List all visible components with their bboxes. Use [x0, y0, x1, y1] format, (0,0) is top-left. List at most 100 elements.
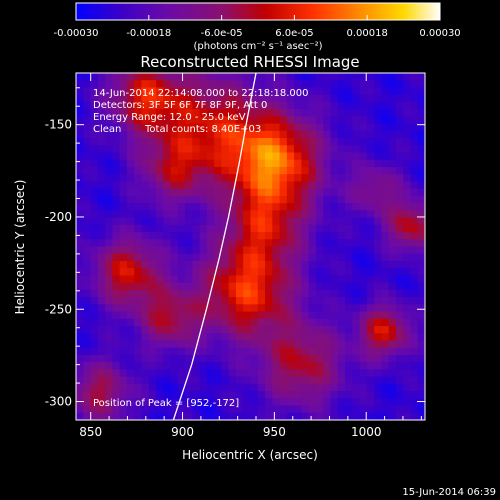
heatmap-pixel	[90, 188, 99, 197]
heatmap-pixel	[366, 80, 375, 89]
heatmap-pixel	[170, 116, 179, 125]
heatmap-pixel	[155, 203, 164, 211]
heatmap-pixel	[90, 203, 99, 211]
heatmap-pixel	[388, 94, 397, 103]
heatmap-pixel	[76, 174, 84, 183]
heatmap-pixel	[228, 195, 237, 204]
heatmap-pixel	[330, 217, 339, 226]
colorbar-tick-label: 0.00030	[419, 28, 460, 39]
heatmap-pixel	[403, 282, 412, 291]
heatmap-pixel	[315, 145, 324, 154]
heatmap-pixel	[279, 297, 288, 305]
heatmap-pixel	[141, 391, 150, 399]
heatmap-pixel	[134, 412, 143, 420]
heatmap-pixel	[221, 260, 230, 269]
heatmap-pixel	[301, 246, 310, 255]
heatmap-pixel	[76, 123, 84, 132]
heatmap-pixel	[265, 340, 273, 349]
heatmap-pixel	[134, 391, 143, 399]
heatmap-pixel	[395, 405, 404, 414]
heatmap-pixel	[163, 354, 172, 363]
x-tick-label: 900	[171, 425, 194, 439]
heatmap-pixel	[83, 289, 92, 298]
heatmap-pixel	[185, 159, 193, 168]
heatmap-pixel	[235, 333, 244, 342]
heatmap-pixel	[403, 73, 412, 81]
heatmap-pixel	[177, 297, 186, 305]
heatmap-pixel	[330, 159, 339, 168]
heatmap-pixel	[126, 398, 135, 407]
heatmap-pixel	[381, 246, 390, 255]
heatmap-pixel	[235, 383, 244, 392]
heatmap-pixel	[90, 391, 99, 399]
heatmap-pixel	[279, 232, 288, 240]
heatmap-pixel	[308, 109, 317, 117]
heatmap-pixel	[126, 210, 135, 219]
heatmap-pixel	[337, 347, 346, 356]
heatmap-pixel	[294, 116, 302, 125]
heatmap-pixel	[352, 159, 361, 168]
heatmap-pixel	[301, 383, 310, 392]
heatmap-pixel	[345, 282, 353, 291]
heatmap-pixel	[119, 318, 128, 327]
heatmap-pixel	[105, 304, 113, 313]
heatmap-pixel	[286, 145, 295, 154]
heatmap-pixel	[250, 304, 259, 313]
heatmap-pixel	[359, 376, 368, 385]
heatmap-pixel	[206, 87, 215, 96]
heatmap-pixel	[177, 109, 186, 117]
heatmap-pixel	[126, 109, 135, 117]
heatmap-pixel	[337, 232, 346, 240]
heatmap-pixel	[199, 275, 208, 284]
heatmap-pixel	[366, 145, 375, 154]
heatmap-pixel	[192, 311, 201, 320]
heatmap-pixel	[97, 87, 106, 96]
heatmap-pixel	[221, 159, 230, 168]
heatmap-pixel	[83, 138, 92, 146]
heatmap-pixel	[126, 181, 135, 190]
heatmap-pixel	[177, 166, 186, 175]
heatmap-pixel	[90, 87, 99, 96]
heatmap-pixel	[170, 318, 179, 327]
heatmap-pixel	[90, 246, 99, 255]
heatmap-pixel	[90, 354, 99, 363]
heatmap-pixel	[105, 376, 113, 385]
heatmap-pixel	[134, 138, 143, 146]
heatmap-pixel	[315, 188, 324, 197]
heatmap-pixel	[315, 318, 324, 327]
heatmap-pixel	[410, 145, 419, 154]
heatmap-pixel	[272, 289, 281, 298]
heatmap-pixel	[105, 138, 113, 146]
heatmap-pixel	[410, 253, 419, 262]
heatmap-pixel	[388, 174, 397, 183]
heatmap-pixel	[352, 181, 361, 190]
heatmap-pixel	[345, 391, 353, 399]
heatmap-pixel	[345, 304, 353, 313]
heatmap-pixel	[163, 268, 172, 277]
heatmap-pixel	[119, 326, 128, 334]
heatmap-pixel	[250, 138, 259, 146]
heatmap-pixel	[214, 347, 223, 356]
heatmap-pixel	[243, 203, 252, 211]
heatmap-pixel	[403, 94, 412, 103]
heatmap-pixel	[308, 138, 317, 146]
heatmap-pixel	[170, 138, 179, 146]
heatmap-pixel	[199, 224, 208, 233]
heatmap-pixel	[235, 130, 244, 139]
heatmap-pixel	[206, 73, 215, 81]
heatmap-pixel	[170, 101, 179, 110]
heatmap-pixel	[163, 239, 172, 248]
heatmap-pixel	[410, 311, 419, 320]
heatmap-pixel	[90, 181, 99, 190]
heatmap-pixel	[286, 203, 295, 211]
heatmap-pixel	[337, 412, 346, 420]
heatmap-pixel	[214, 282, 223, 291]
heatmap-pixel	[90, 412, 99, 420]
colorbar-tick-label: -0.00030	[54, 28, 99, 39]
heatmap-pixel	[250, 405, 259, 414]
heatmap-pixel	[272, 152, 281, 161]
heatmap-pixel	[199, 289, 208, 298]
heatmap-pixel	[199, 253, 208, 262]
heatmap-pixel	[301, 275, 310, 284]
heatmap-pixel	[177, 138, 186, 146]
